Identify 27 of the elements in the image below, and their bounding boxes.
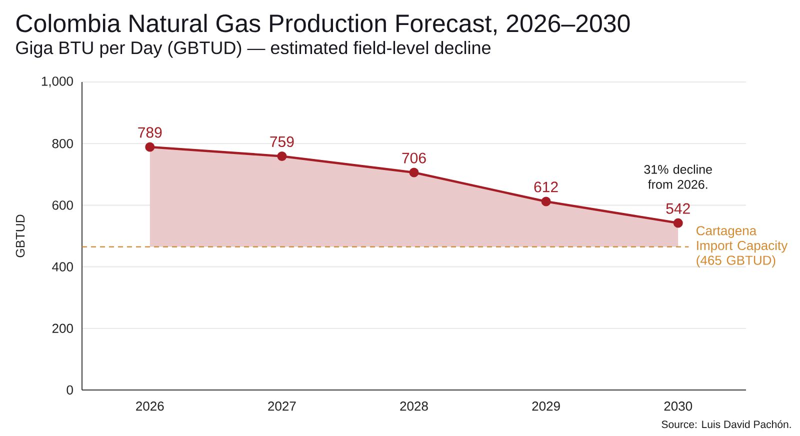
data-label: 789	[138, 127, 162, 138]
y-axis-title: GBTUD	[16, 214, 25, 258]
data-label: 542	[666, 203, 690, 214]
x-tick-label: 2027	[268, 402, 296, 411]
x-tick-label: 2026	[136, 402, 164, 411]
data-label: 759	[270, 136, 294, 148]
y-tick-label: 0	[66, 385, 73, 395]
ref-line-label: Cartagena Import Capacity (465 GBTUD)	[696, 226, 788, 268]
x-tick-label: 2030	[664, 402, 692, 411]
x-tick-label: 2029	[532, 402, 560, 411]
data-label: 706	[402, 152, 426, 164]
point	[673, 218, 683, 228]
point	[409, 168, 419, 178]
y-tick-label: 400	[52, 262, 73, 272]
y-tick-label: 600	[52, 200, 73, 210]
y-tick-label: 200	[52, 324, 73, 333]
y-tick-label: 800	[52, 138, 73, 148]
x-tick-label: 2028	[400, 402, 428, 411]
point	[277, 151, 287, 161]
source-note: Source: Luis David Pachón.	[662, 420, 791, 428]
y-tick-label: 1,000	[42, 76, 73, 88]
data-label: 612	[534, 182, 558, 192]
annotation: 31% decline from 2026.	[644, 164, 712, 189]
point	[541, 196, 551, 206]
chart-subtitle: Giga BTU per Day (GBTUD) — estimated field-level decline	[16, 40, 490, 58]
chart-title: Colombia Natural Gas Production Forecast, 2026–2030	[16, 14, 630, 36]
point	[145, 142, 155, 152]
